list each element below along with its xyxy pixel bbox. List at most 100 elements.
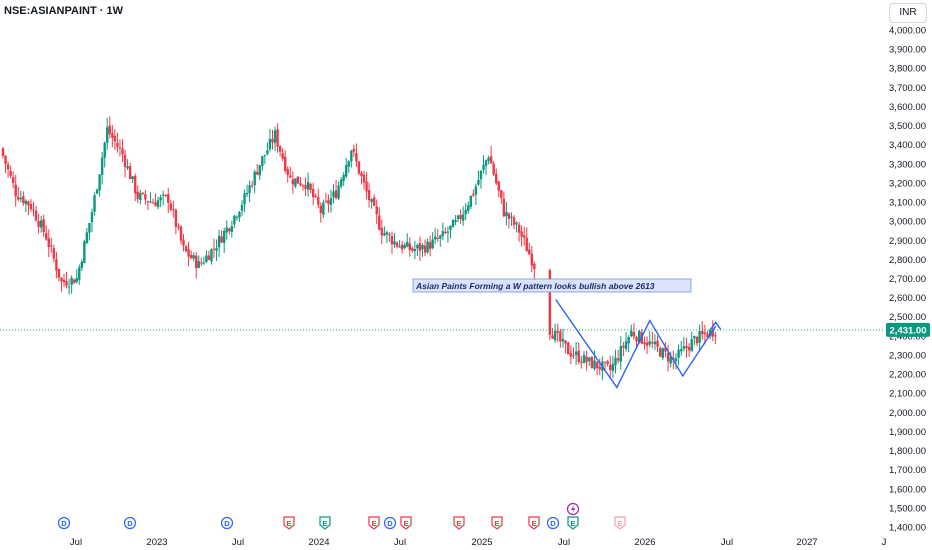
candle-body: [126, 166, 129, 169]
candle-body: [195, 255, 198, 269]
candle-body: [469, 195, 473, 207]
candle-body: [489, 156, 493, 164]
candle-body: [378, 215, 381, 230]
svg-text:D: D: [224, 519, 230, 528]
candle-body: [714, 335, 717, 337]
candle-body: [533, 263, 536, 270]
candle-body: [1, 148, 5, 156]
candle-body: [522, 235, 526, 238]
candle-body: [603, 361, 607, 363]
candle-body: [284, 156, 287, 171]
candle-body: [388, 234, 391, 236]
candle-body: [614, 357, 617, 366]
candle-body: [510, 216, 513, 218]
dividend-marker[interactable]: D: [383, 516, 397, 530]
svg-text:E: E: [456, 519, 461, 528]
split-marker-icon[interactable]: [566, 502, 580, 516]
candle-body: [342, 174, 345, 181]
x-tick-label: Jul: [558, 537, 570, 548]
svg-text:E: E: [403, 519, 408, 528]
svg-text:E: E: [286, 519, 291, 528]
candle-body: [645, 342, 649, 346]
y-tick-label: 2,000.00: [889, 408, 926, 419]
candle-body: [444, 232, 447, 234]
w-pattern: [555, 299, 722, 389]
dividend-marker[interactable]: D: [123, 516, 137, 530]
earnings-marker[interactable]: E: [283, 516, 295, 530]
candle-body: [141, 192, 145, 194]
candle-body: [144, 194, 147, 200]
candle-body: [327, 200, 330, 204]
earnings-marker[interactable]: E: [400, 516, 412, 530]
candle-body: [502, 198, 506, 217]
earnings-marker[interactable]: E: [567, 516, 579, 530]
candle-body: [85, 232, 89, 243]
candle-body: [451, 220, 455, 228]
dividend-marker[interactable]: D: [220, 516, 234, 530]
svg-text:D: D: [61, 519, 67, 528]
earnings-marker[interactable]: E: [368, 516, 380, 530]
candle-body: [520, 231, 523, 237]
candle-body: [128, 166, 132, 180]
candle-body: [656, 340, 659, 347]
candle-body: [428, 242, 432, 249]
candle-body: [192, 255, 195, 259]
x-tick-label: J: [882, 537, 887, 548]
candle-body: [479, 170, 483, 180]
candle-body: [67, 286, 71, 288]
candle-body: [329, 198, 333, 205]
candle-body: [95, 189, 99, 194]
candle-body: [580, 361, 583, 363]
candle-body: [189, 255, 193, 259]
y-tick-label: 1,700.00: [889, 465, 926, 476]
y-tick-label: 4,000.00: [889, 26, 926, 37]
candle-body: [243, 193, 246, 205]
candle-body: [184, 246, 188, 251]
candle-body: [449, 225, 452, 230]
candle-body: [434, 236, 437, 240]
annotation-box: [412, 278, 692, 293]
candle-body: [352, 148, 356, 152]
candle-body: [370, 199, 373, 203]
candle-body: [403, 244, 406, 249]
candle-body: [106, 127, 109, 143]
candle-body: [632, 332, 636, 337]
candle-body: [661, 348, 665, 358]
candle-body: [590, 357, 594, 368]
candle-body: [616, 358, 620, 361]
candle-body: [708, 329, 712, 337]
candle-body: [408, 243, 411, 250]
earnings-marker[interactable]: E: [453, 516, 465, 530]
candle-body: [121, 148, 124, 155]
candle-body: [500, 190, 503, 198]
candle-body: [291, 179, 295, 185]
candle-body: [278, 146, 282, 152]
y-tick-label: 1,600.00: [889, 484, 926, 495]
candle-body: [436, 237, 439, 239]
earnings-marker[interactable]: E: [319, 516, 331, 530]
candle-body: [703, 332, 707, 335]
candle-body: [146, 201, 150, 203]
candle-body: [22, 196, 25, 204]
candle-body: [418, 243, 422, 251]
candle-body: [322, 202, 325, 215]
svg-text:E: E: [494, 519, 499, 528]
dividend-marker[interactable]: D: [546, 516, 560, 530]
candle-body: [701, 330, 704, 335]
candle-body: [187, 249, 190, 257]
x-axis: Jul 2023 Jul 2024 Jul 2025 Jul 2026 Jul 2027 J: [70, 537, 887, 548]
earnings-marker[interactable]: E: [614, 516, 626, 530]
annotation: Asian Paints Forming a W pattern looks b…: [412, 278, 692, 293]
currency-button[interactable]: INR: [889, 3, 927, 23]
candle-body: [238, 212, 241, 218]
candle-body: [421, 245, 424, 250]
w-pattern-line: [555, 299, 717, 389]
last-price-label: 2,431.00: [890, 325, 927, 336]
candle-body: [266, 150, 269, 155]
dividend-marker[interactable]: D: [57, 516, 71, 530]
earnings-marker[interactable]: E: [528, 516, 540, 530]
candle-body: [413, 249, 417, 252]
candle-body: [29, 204, 33, 210]
earnings-marker[interactable]: E: [491, 516, 503, 530]
